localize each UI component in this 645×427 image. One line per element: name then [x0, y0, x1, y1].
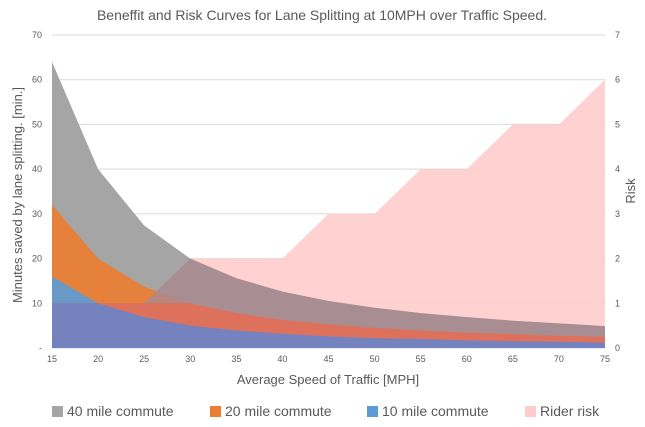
legend-label-20-mile-commute: 20 mile commute — [225, 403, 332, 419]
overlap-area — [52, 303, 605, 348]
x-tick-label: 50 — [370, 354, 380, 364]
x-tick-label: 45 — [323, 354, 333, 364]
x-tick-label: 35 — [231, 354, 241, 364]
x-tick-label: 25 — [139, 354, 149, 364]
legend-label-40-mile-commute: 40 mile commute — [67, 403, 174, 419]
y-tick-label: 10 — [32, 298, 42, 308]
x-tick-label: 20 — [93, 354, 103, 364]
legend: 40 mile commute 20 mile commute 10 mile co… — [52, 403, 600, 419]
legend-swatch-40-mile-commute — [52, 406, 63, 417]
x-tick-label: 55 — [416, 354, 426, 364]
y-tick-label: 60 — [32, 75, 42, 85]
legend-swatch-rider-risk — [525, 406, 536, 417]
y-axis-title: Minutes saved by lane splitting. [min.] — [10, 87, 25, 303]
y-tick-label: 20 — [32, 254, 42, 264]
x-axis-ticks: 15 20 25 30 35 40 45 50 55 60 65 70 75 — [47, 354, 610, 364]
legend-swatch-20-mile-commute — [210, 406, 221, 417]
y2-tick-label: 3 — [615, 209, 620, 219]
x-tick-label: 70 — [554, 354, 564, 364]
y2-axis-ticks: 0 1 2 3 4 5 6 7 — [615, 30, 620, 353]
x-axis-title: Average Speed of Traffic [MPH] — [237, 372, 419, 387]
y-tick-label: - — [39, 343, 42, 353]
y2-tick-label: 2 — [615, 254, 620, 264]
y-axis-ticks: - 10 20 30 40 50 60 70 — [32, 30, 42, 353]
x-tick-label: 60 — [462, 354, 472, 364]
y-tick-label: 40 — [32, 164, 42, 174]
legend-label-10-mile-commute: 10 mile commute — [382, 403, 489, 419]
y-tick-label: 70 — [32, 30, 42, 40]
x-tick-label: 40 — [277, 354, 287, 364]
legend-label-rider-risk: Rider risk — [540, 403, 600, 419]
legend-swatch-10-mile-commute — [367, 406, 378, 417]
chart-title: Beneffit and Risk Curves for Lane Splitt… — [97, 7, 547, 23]
y2-axis-title: Risk — [623, 178, 638, 204]
y2-tick-label: 0 — [615, 343, 620, 353]
y2-tick-label: 1 — [615, 298, 620, 308]
y2-tick-label: 4 — [615, 164, 620, 174]
x-tick-label: 65 — [508, 354, 518, 364]
plot-areas — [52, 61, 605, 348]
x-tick-label: 15 — [47, 354, 57, 364]
y-tick-label: 30 — [32, 209, 42, 219]
y2-tick-label: 7 — [615, 30, 620, 40]
x-tick-label: 75 — [600, 354, 610, 364]
y2-tick-label: 5 — [615, 119, 620, 129]
y2-tick-label: 6 — [615, 75, 620, 85]
x-tick-label: 30 — [185, 354, 195, 364]
y-tick-label: 50 — [32, 119, 42, 129]
